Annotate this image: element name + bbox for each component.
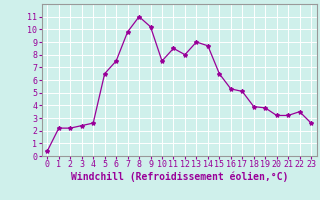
X-axis label: Windchill (Refroidissement éolien,°C): Windchill (Refroidissement éolien,°C) bbox=[70, 172, 288, 182]
